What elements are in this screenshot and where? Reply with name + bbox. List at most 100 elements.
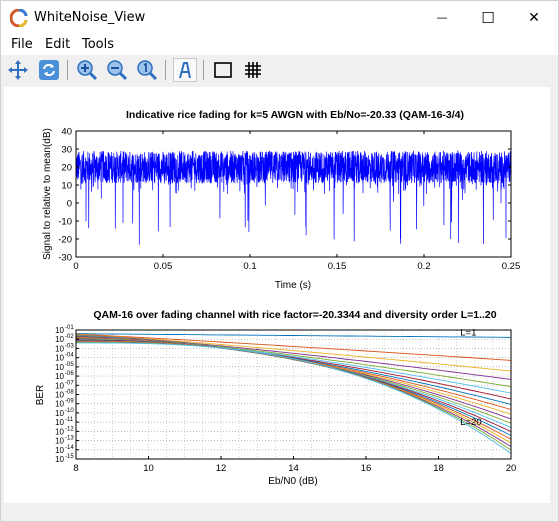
ber-ytick-exponent: -15 bbox=[65, 454, 74, 460]
figure-svg: Indicative rice fading for k=5 AWGN with… bbox=[35, 109, 521, 487]
ber-ytick-label: 10 bbox=[55, 437, 64, 446]
ber-plot-ylabel: BER bbox=[35, 385, 46, 406]
rotate-icon bbox=[39, 60, 59, 80]
toolbar-separator bbox=[165, 60, 166, 80]
ber-ytick-exponent: -05 bbox=[65, 362, 74, 368]
fading-ytick-label: 20 bbox=[61, 163, 72, 174]
toolbar bbox=[1, 55, 558, 86]
zoom-out-icon bbox=[107, 60, 128, 81]
fading-ytick-label: -30 bbox=[58, 253, 72, 264]
ber-ytick-exponent: -09 bbox=[65, 399, 74, 405]
toolbar-separator bbox=[67, 60, 68, 80]
menu-bar: File Edit Tools bbox=[1, 34, 558, 55]
fading-ytick-label: 30 bbox=[61, 145, 72, 156]
rotate-button[interactable] bbox=[37, 58, 61, 82]
ber-xtick-label: 20 bbox=[506, 463, 517, 474]
ber-ytick-label: 10 bbox=[55, 400, 64, 409]
ber-ytick-exponent: -14 bbox=[65, 445, 74, 451]
fading-xtick-label: 0.25 bbox=[502, 261, 521, 272]
zoom-reset-icon bbox=[137, 60, 158, 81]
menu-tools[interactable]: Tools bbox=[82, 37, 115, 52]
fading-plot-frame bbox=[75, 130, 512, 258]
ber-curves bbox=[75, 333, 512, 454]
minimize-button[interactable]: — bbox=[419, 1, 465, 34]
grid-icon bbox=[245, 62, 261, 78]
ber-ytick-label: 10 bbox=[55, 446, 64, 455]
ber-ytick-exponent: -02 bbox=[65, 334, 74, 340]
ber-curve bbox=[75, 333, 512, 361]
ber-plot-title: QAM-16 over fading channel with rice fac… bbox=[93, 309, 496, 321]
text-tool-icon bbox=[179, 62, 191, 79]
minimize-icon: — bbox=[436, 11, 448, 24]
text-tool-button[interactable] bbox=[173, 58, 197, 82]
zoom-in-icon bbox=[77, 60, 98, 81]
ber-curve bbox=[76, 342, 512, 454]
ber-ytick-exponent: -08 bbox=[65, 390, 74, 396]
grid-button[interactable] bbox=[241, 58, 265, 82]
ber-ytick-exponent: -01 bbox=[65, 325, 74, 331]
figure-canvas: Indicative rice fading for k=5 AWGN with… bbox=[4, 87, 550, 503]
ber-ytick-exponent: -07 bbox=[65, 380, 74, 386]
ber-ytick-label: 10 bbox=[55, 372, 64, 381]
fading-xtick-label: 0 bbox=[73, 261, 78, 272]
maximize-icon: ☐ bbox=[481, 8, 495, 27]
ber-xtick-label: 16 bbox=[361, 463, 372, 474]
ber-ytick-exponent: -12 bbox=[65, 426, 74, 432]
ber-ytick-exponent: -11 bbox=[65, 417, 74, 423]
ber-annotation: L=1 bbox=[460, 328, 476, 339]
fading-xtick-label: 0.1 bbox=[243, 261, 256, 272]
ber-ytick-label: 10 bbox=[55, 391, 64, 400]
ber-ytick-label: 10 bbox=[55, 381, 64, 390]
ber-curve bbox=[76, 333, 512, 338]
fading-xtick-label: 0.05 bbox=[154, 261, 173, 272]
ber-ytick-exponent: -04 bbox=[65, 353, 74, 359]
ber-curve bbox=[75, 334, 512, 372]
fading-xtick-label: 0.15 bbox=[328, 261, 347, 272]
ber-ytick-label: 10 bbox=[55, 354, 64, 363]
box-icon bbox=[214, 62, 232, 78]
ber-ytick-exponent: -06 bbox=[65, 371, 74, 377]
zoom-out-button[interactable] bbox=[105, 58, 129, 82]
menu-edit[interactable]: Edit bbox=[45, 37, 71, 52]
ber-ytick-label: 10 bbox=[55, 409, 64, 418]
ber-ytick-label: 10 bbox=[55, 335, 64, 344]
fading-ytick-label: 10 bbox=[61, 181, 72, 192]
ber-xtick-label: 10 bbox=[143, 463, 154, 474]
close-icon: ✕ bbox=[528, 9, 540, 26]
fading-ytick-label: -20 bbox=[58, 235, 72, 246]
ber-xtick-label: 14 bbox=[288, 463, 299, 474]
window-title: WhiteNoise_View bbox=[34, 10, 146, 25]
pan-button[interactable] bbox=[6, 58, 30, 82]
ber-xtick-label: 18 bbox=[433, 463, 444, 474]
ber-ytick-exponent: -03 bbox=[65, 343, 74, 349]
maximize-button[interactable]: ☐ bbox=[465, 1, 511, 34]
ber-ytick-label: 10 bbox=[55, 344, 64, 353]
fading-ytick-label: 0 bbox=[67, 199, 72, 210]
pan-icon bbox=[8, 60, 28, 80]
fading-xtick-label: 0.2 bbox=[417, 261, 430, 272]
fading-plot-xlabel: Time (s) bbox=[275, 280, 311, 291]
ber-plot-xlabel: Eb/N0 (dB) bbox=[268, 476, 317, 487]
fading-plot-title: Indicative rice fading for k=5 AWGN with… bbox=[126, 109, 464, 121]
ber-ytick-exponent: -13 bbox=[65, 436, 74, 442]
fading-plot-ylabel: Signal to relative to mean(dB) bbox=[42, 128, 53, 260]
fading-ytick-label: 40 bbox=[61, 127, 72, 138]
toolbar-separator bbox=[203, 60, 204, 80]
zoom-reset-button[interactable] bbox=[135, 58, 159, 82]
fading-signal-plot bbox=[75, 150, 512, 245]
close-button[interactable]: ✕ bbox=[511, 1, 557, 34]
title-bar[interactable]: WhiteNoise_View — ☐ ✕ bbox=[1, 1, 558, 34]
box-button[interactable] bbox=[211, 58, 235, 82]
menu-file[interactable]: File bbox=[11, 37, 33, 52]
ber-xtick-label: 8 bbox=[73, 463, 78, 474]
ber-ytick-label: 10 bbox=[55, 427, 64, 436]
app-icon bbox=[10, 9, 28, 27]
ber-ytick-label: 10 bbox=[55, 326, 64, 335]
ber-ytick-exponent: -10 bbox=[65, 408, 74, 414]
ber-annotation: L=20 bbox=[460, 417, 481, 428]
fading-ytick-label: -10 bbox=[58, 217, 72, 228]
zoom-in-button[interactable] bbox=[75, 58, 99, 82]
ber-ytick-label: 10 bbox=[55, 363, 64, 372]
ber-xtick-label: 12 bbox=[216, 463, 227, 474]
